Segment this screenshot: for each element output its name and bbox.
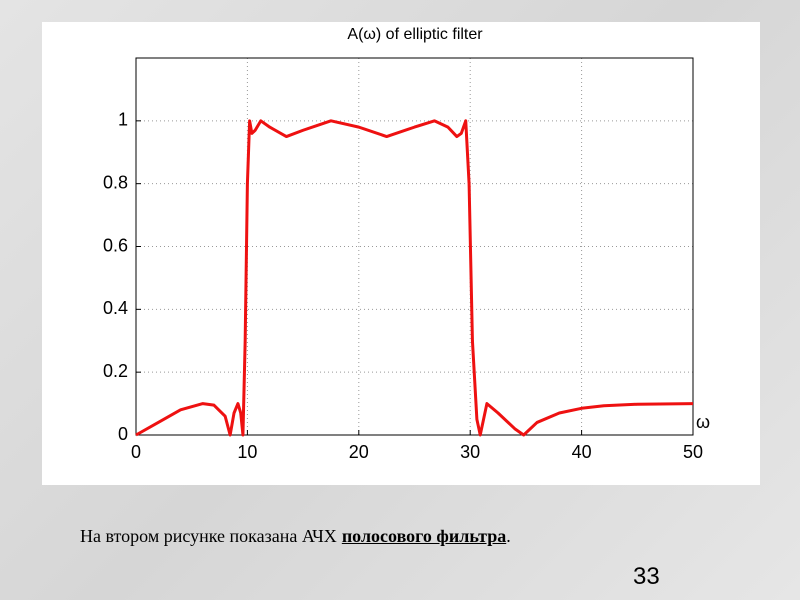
y-tick-label: 0.4 (103, 298, 128, 318)
y-tick-label: 0.6 (103, 235, 128, 255)
y-tick-label: 0 (118, 424, 128, 444)
page-number: 33 (633, 563, 660, 590)
x-tick-label: 50 (683, 442, 703, 462)
chart-background (42, 22, 760, 485)
chart-title: A(ω) of elliptic filter (347, 26, 483, 43)
x-tick-label: 40 (572, 442, 592, 462)
chart: A(ω) of elliptic filter ω 0 0.2 0.4 0.6 0.8 1… (42, 22, 760, 485)
x-tick-label: 0 (131, 442, 141, 462)
x-axis-label: ω (696, 412, 710, 432)
caption: На втором рисунке показана АЧХ полосового… (80, 526, 511, 547)
x-tick-label: 30 (460, 442, 480, 462)
y-tick-label: 1 (118, 110, 128, 130)
y-tick-label: 0.8 (103, 172, 128, 192)
line (135, 119, 694, 437)
caption-text: На втором рисунке показана АЧХ (80, 526, 337, 546)
y-tick-label: 0.2 (103, 361, 128, 381)
plot-frame (135, 57, 694, 436)
x-tick-label: 10 (237, 442, 257, 462)
caption-end: . (506, 526, 511, 546)
caption-emphasis: полосового фильтра (341, 526, 507, 546)
x-tick-label: 20 (349, 442, 369, 462)
